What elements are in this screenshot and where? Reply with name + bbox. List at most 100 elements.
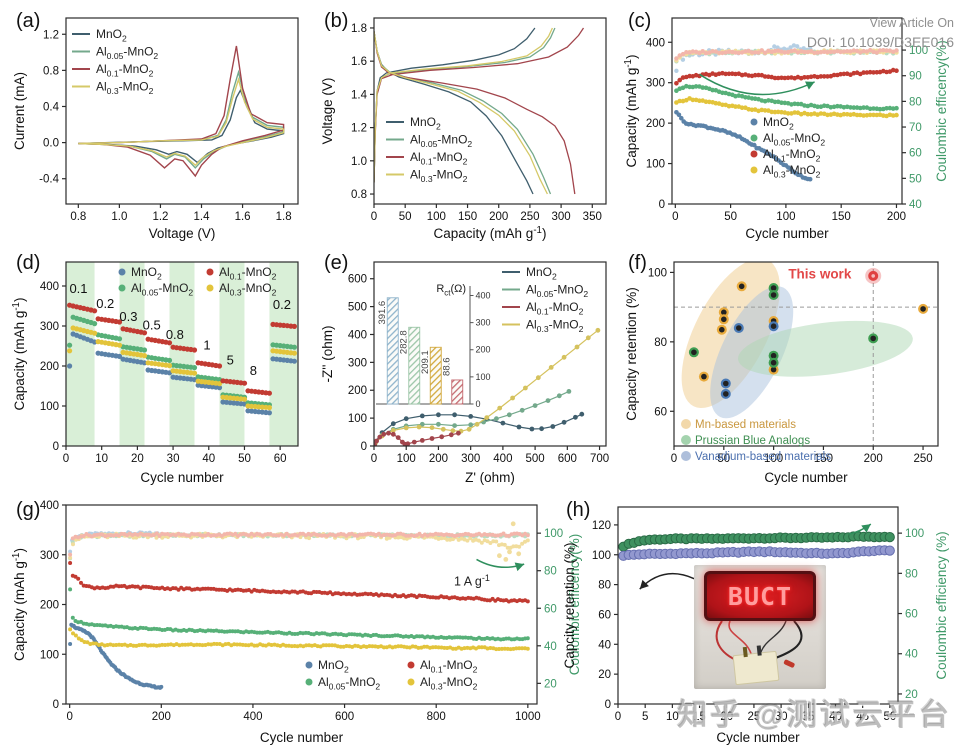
panel-a-cv-curves: 0.8 1.0 1.2 1.4 1.6 1.8 -0.4 0.0 0.4 0.8 1.2 Voltag… [10,6,310,246]
svg-text:-0.4: -0.4 [39,174,59,186]
svg-text:0: 0 [659,199,665,211]
longterm-chart: 0 200 400 600 800 1000 0 100 200 300 400 20 40 60 80 10… [11,500,582,745]
doi-overlay: View Article On DOI: 10.1039/D3EE016 [807,14,954,52]
svg-text:20: 20 [131,453,144,465]
svg-text:0: 0 [66,711,72,723]
panel-letter-d: (d) [16,252,41,274]
svg-text:Z' (ohm): Z' (ohm) [465,470,515,485]
svg-text:250: 250 [520,211,539,223]
svg-text:0: 0 [672,211,678,223]
svg-text:100: 100 [544,528,563,540]
watermark-text: 知乎 @测试云平台 [677,699,952,732]
svg-text:60: 60 [274,453,287,465]
svg-text:1.0: 1.0 [111,211,127,223]
svg-text:1.6: 1.6 [235,211,251,223]
svg-text:Al0.1-MnO2: Al0.1-MnO2 [420,658,478,675]
svg-text:0: 0 [53,699,59,711]
svg-text:40: 40 [905,649,918,661]
svg-text:Cycle number: Cycle number [745,226,829,241]
svg-text:1000: 1000 [515,711,541,723]
svg-text:100: 100 [427,211,446,223]
svg-text:0: 0 [361,441,367,453]
panel-b-charge-discharge: 0 50 100 150 200 250 300 350 0.8 1.0 1.2 1.4 1.6 1.8 C… [318,6,618,246]
svg-text:20: 20 [720,711,733,723]
svg-text:5: 5 [227,352,234,367]
panel-c-cycling-200: 0 50 100 150 200 0 100 200 300 400 40 50 60 70 80 90 100… [622,6,952,246]
panel-letter-f: (f) [628,252,647,274]
svg-text:0.8: 0.8 [166,327,184,342]
svg-text:Capcity retention (%): Capcity retention (%) [562,542,577,668]
svg-text:100: 100 [776,211,795,223]
svg-text:0.8: 0.8 [351,189,367,201]
svg-text:MnO2: MnO2 [96,27,127,44]
svg-text:100: 100 [909,45,928,57]
svg-text:-Z'' (ohm): -Z'' (ohm) [320,326,335,383]
led-text: BUCT [727,581,793,611]
svg-text:300: 300 [552,211,571,223]
svg-text:100: 100 [592,550,611,562]
svg-text:Prussian Blue Analogs: Prussian Blue Analogs [695,435,810,447]
svg-text:100: 100 [764,453,783,465]
svg-text:0.2: 0.2 [96,296,114,311]
svg-text:200: 200 [887,211,906,223]
svg-text:1.2: 1.2 [152,211,168,223]
svg-text:50: 50 [724,211,737,223]
panel-letter-e: (e) [324,252,349,274]
comparison-chart: 0 50 100 150 200 250 60 80 100 Cycle number Capaci… [624,261,939,485]
svg-text:0: 0 [63,453,69,465]
svg-text:300: 300 [476,318,491,328]
svg-text:100: 100 [40,649,59,661]
svg-text:200: 200 [40,361,59,373]
svg-text:0: 0 [671,453,677,465]
gcd-chart: 0 50 100 150 200 250 300 350 0.8 1.0 1.2 1.4 1.6 1.8 C… [320,17,607,241]
svg-text:Cycle number: Cycle number [260,730,344,745]
svg-text:0.3: 0.3 [119,309,137,324]
svg-text:Capacity (mAh g-1): Capacity (mAh g-1) [623,55,639,168]
svg-text:0.0: 0.0 [43,138,59,150]
panel-letter-h: (h) [566,499,591,521]
svg-text:150: 150 [458,211,477,223]
svg-text:50: 50 [238,453,251,465]
led-display-board: BUCT [704,571,816,621]
svg-text:MnO2: MnO2 [526,265,557,282]
panel-d-rate-capability: 0 10 20 30 40 50 60 0 100 200 300 400 Cycle number Ca… [10,248,310,490]
svg-text:150: 150 [814,453,833,465]
svg-text:1.8: 1.8 [351,23,367,35]
svg-text:This work: This work [788,266,852,281]
cv-chart: 0.8 1.0 1.2 1.4 1.6 1.8 -0.4 0.0 0.4 0.8 1.2 Voltag… [12,17,299,241]
svg-text:0.1: 0.1 [69,281,87,296]
view-article-text: View Article On [869,16,954,30]
svg-text:Al0.05-MnO2: Al0.05-MnO2 [318,675,380,692]
panel-g-longterm-cycling: 0 200 400 600 800 1000 0 100 200 300 400 20 40 60 80 10… [10,495,585,750]
svg-text:Al0.3-MnO2: Al0.3-MnO2 [96,80,154,97]
svg-text:60: 60 [598,609,611,621]
svg-text:30: 30 [775,711,788,723]
svg-text:MnO2: MnO2 [410,115,441,132]
svg-text:Coulombic efficency(%): Coulombic efficency(%) [567,534,582,676]
svg-text:Al0.3-MnO2: Al0.3-MnO2 [219,281,277,298]
svg-text:MnO2: MnO2 [318,658,349,675]
panel-e-eis-nyquist: 0 100 200 300 400 500 600 700 0 100 200 300 400 500 60… [318,248,618,490]
svg-text:600: 600 [348,274,367,286]
svg-text:100: 100 [646,159,665,171]
svg-text:0: 0 [53,441,59,453]
svg-text:5: 5 [642,711,648,723]
svg-text:Al0.3-MnO2: Al0.3-MnO2 [420,675,478,692]
svg-text:35: 35 [802,711,815,723]
svg-text:100: 100 [905,528,924,540]
svg-text:100: 100 [476,372,491,382]
svg-text:80: 80 [654,337,667,349]
svg-text:300: 300 [646,78,665,90]
svg-text:Al0.05-MnO2: Al0.05-MnO2 [526,283,588,300]
svg-text:1: 1 [203,338,210,353]
panel-letter-g: (g) [16,499,41,521]
svg-text:1.6: 1.6 [351,56,367,68]
svg-text:Rct(Ω): Rct(Ω) [436,283,466,297]
panel-h-pouch-demo: 0 5 10 15 20 25 30 35 40 45 50 0 20 40 60 80 100 120 20 40 6… [560,495,952,750]
svg-text:Cycle number: Cycle number [764,470,848,485]
svg-text:700: 700 [590,453,609,465]
svg-text:50: 50 [883,711,896,723]
svg-text:20: 20 [598,669,611,681]
svg-text:0: 0 [371,211,377,223]
